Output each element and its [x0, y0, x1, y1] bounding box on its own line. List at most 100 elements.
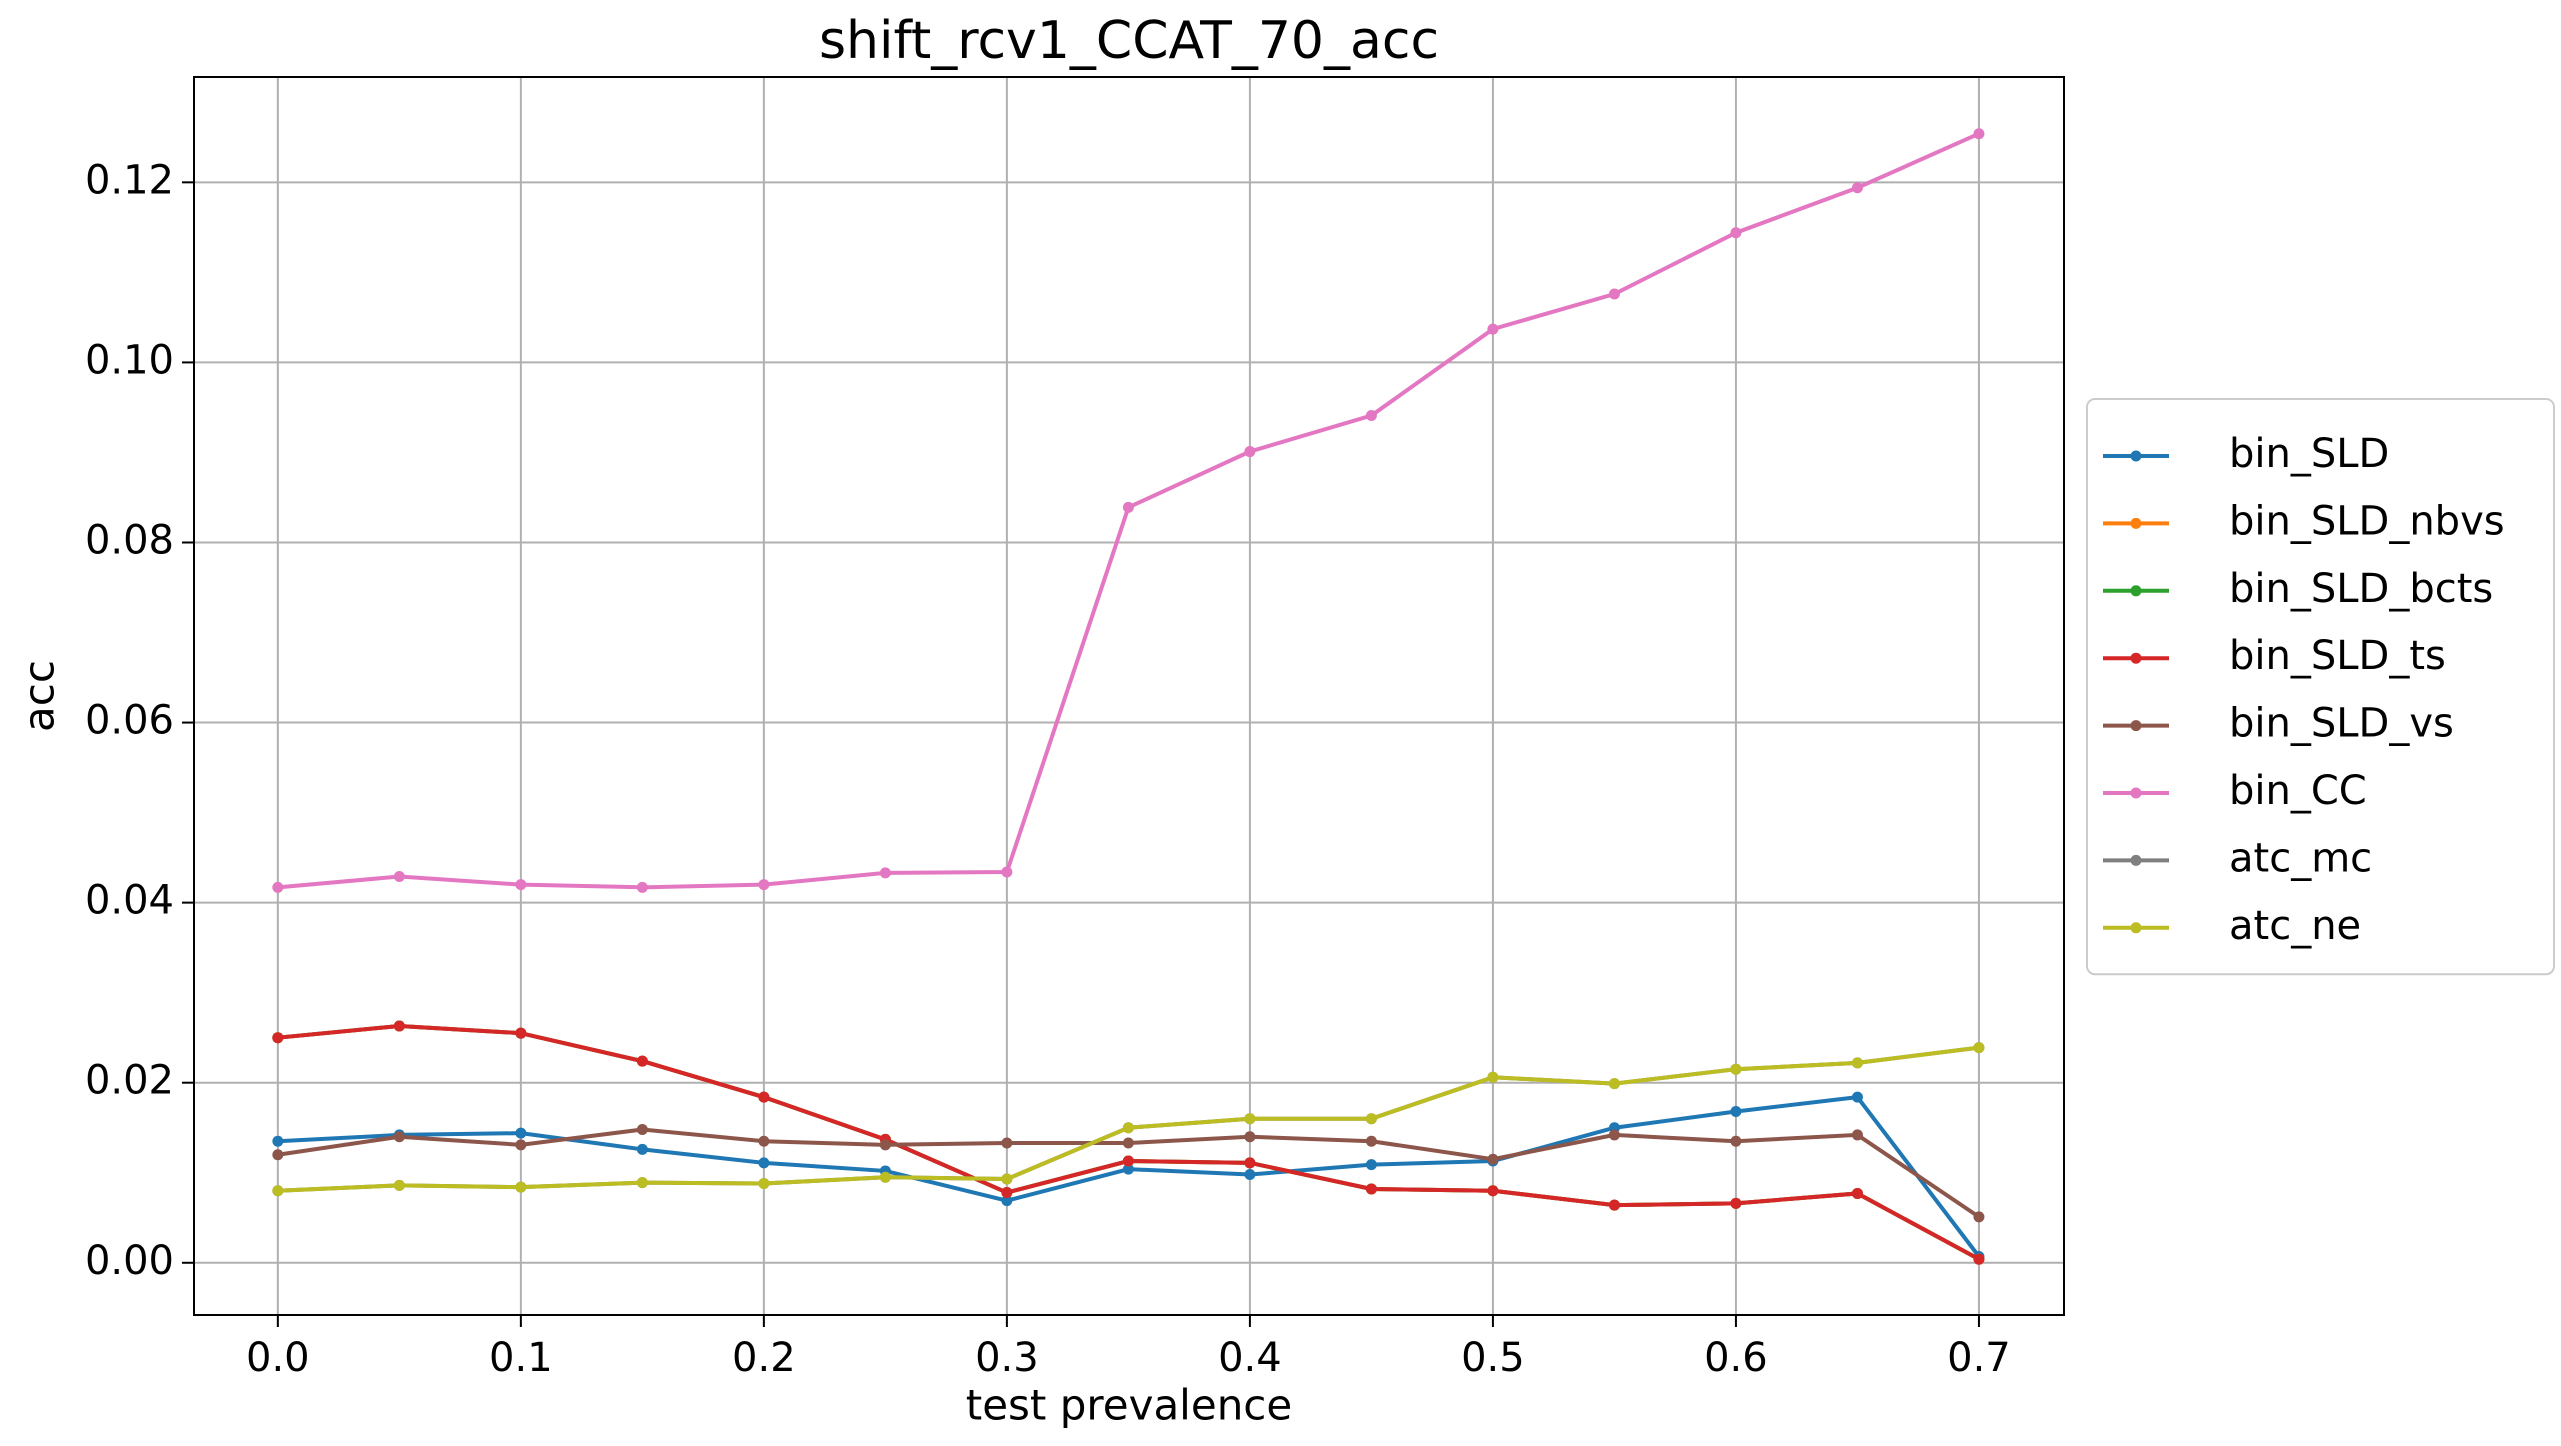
legend-marker	[2130, 720, 2142, 732]
data-point	[1122, 501, 1134, 513]
data-point	[272, 1149, 284, 1161]
legend: bin_SLD bin_SLD_nbvs bin_SLD_bcts bin_SLD_t…	[2086, 398, 2555, 976]
data-point	[272, 1032, 284, 1044]
data-point	[1001, 1187, 1013, 1199]
data-point	[1730, 1063, 1742, 1075]
data-point	[515, 879, 527, 891]
data-point	[1973, 128, 1985, 140]
data-point	[636, 1143, 648, 1155]
data-point	[1608, 1199, 1620, 1211]
data-point	[1487, 1185, 1499, 1197]
x-tick-label: 0.3	[975, 1335, 1039, 1381]
legend-label: bin_CC	[2229, 768, 2367, 814]
x-tick-label: 0.7	[1947, 1335, 2011, 1381]
chart-title: shift_rcv1_CCAT_70_acc	[819, 11, 1439, 71]
data-point	[1244, 1169, 1256, 1181]
y-tick-label: 0.10	[85, 337, 174, 383]
legend-marker	[2130, 922, 2142, 934]
data-point	[515, 1027, 527, 1039]
data-point	[758, 1091, 770, 1103]
data-point	[272, 1135, 284, 1147]
data-point	[1365, 1159, 1377, 1171]
x-tick-label: 0.1	[489, 1335, 553, 1381]
data-point	[272, 1185, 284, 1197]
x-tick-label: 0.5	[1461, 1335, 1525, 1381]
legend-label: bin_SLD_vs	[2229, 701, 2454, 747]
x-tick-label: 0.2	[732, 1335, 796, 1381]
legend-marker	[2130, 585, 2142, 597]
data-point	[636, 1055, 648, 1067]
legend-marker	[2130, 517, 2142, 529]
series-line	[277, 1094, 1981, 1258]
data-point	[636, 1177, 648, 1189]
data-point	[393, 1179, 405, 1191]
data-point	[1973, 1042, 1985, 1054]
legend-label: bin_SLD_ts	[2229, 633, 2446, 679]
legend-label: atc_mc	[2229, 835, 2372, 881]
data-point	[1365, 1113, 1377, 1125]
data-point	[1365, 410, 1377, 422]
data-point	[1730, 227, 1742, 239]
x-axis-label: test prevalence	[966, 1381, 1293, 1430]
data-point	[879, 1171, 891, 1183]
legend-box	[2086, 398, 2555, 976]
y-tick-label: 0.02	[85, 1058, 174, 1104]
data-point	[1730, 1135, 1742, 1147]
y-tick-label: 0.12	[85, 157, 174, 203]
data-point	[1973, 1211, 1985, 1223]
data-point	[1001, 866, 1013, 878]
x-tick-label: 0.4	[1218, 1335, 1282, 1381]
legend-marker	[2130, 652, 2142, 664]
data-point	[1244, 1113, 1256, 1125]
data-point	[1122, 1163, 1134, 1175]
data-point	[758, 1157, 770, 1169]
plot-frame	[193, 76, 2065, 1316]
data-point	[1851, 1187, 1863, 1199]
data-point	[879, 1139, 891, 1151]
legend-label: bin_SLD_bcts	[2229, 566, 2493, 612]
data-point	[1608, 1078, 1620, 1090]
data-point	[758, 1135, 770, 1147]
legend-label: bin_SLD_nbvs	[2229, 498, 2505, 544]
legend-label: atc_ne	[2229, 903, 2361, 949]
data-point	[272, 881, 284, 893]
data-point	[1365, 1135, 1377, 1147]
y-tick-label: 0.08	[85, 517, 174, 563]
data-point	[1730, 1106, 1742, 1118]
data-point	[393, 1020, 405, 1032]
data-point	[1001, 1173, 1013, 1185]
data-point	[1122, 1137, 1134, 1149]
data-point	[1487, 323, 1499, 335]
y-tick-label: 0.04	[85, 878, 174, 924]
data-point	[1001, 1195, 1013, 1207]
x-tick-label: 0.0	[246, 1335, 310, 1381]
data-point	[1365, 1183, 1377, 1195]
legend-marker	[2130, 854, 2142, 866]
legend-label: bin_SLD	[2229, 431, 2389, 477]
data-point	[1122, 1122, 1134, 1134]
data-point	[1973, 1253, 1985, 1265]
data-point	[515, 1139, 527, 1151]
x-tick-label: 0.6	[1704, 1335, 1768, 1381]
data-point	[1608, 288, 1620, 300]
data-point	[515, 1181, 527, 1193]
y-tick-label: 0.06	[85, 698, 174, 744]
data-point	[758, 879, 770, 891]
data-point	[1487, 1153, 1499, 1165]
legend-marker	[2130, 787, 2142, 799]
data-point	[636, 1124, 648, 1136]
data-point	[1487, 1071, 1499, 1083]
data-point	[1851, 1091, 1863, 1103]
data-point	[393, 1131, 405, 1143]
y-axis-label: acc	[15, 660, 64, 732]
data-point	[1244, 1131, 1256, 1143]
data-point	[515, 1127, 527, 1139]
legend-marker	[2130, 450, 2142, 462]
data-point	[879, 867, 891, 879]
data-point	[636, 881, 648, 893]
data-point	[393, 871, 405, 883]
data-point	[1730, 1197, 1742, 1209]
data-point	[1851, 1129, 1863, 1141]
data-point	[1851, 182, 1863, 194]
